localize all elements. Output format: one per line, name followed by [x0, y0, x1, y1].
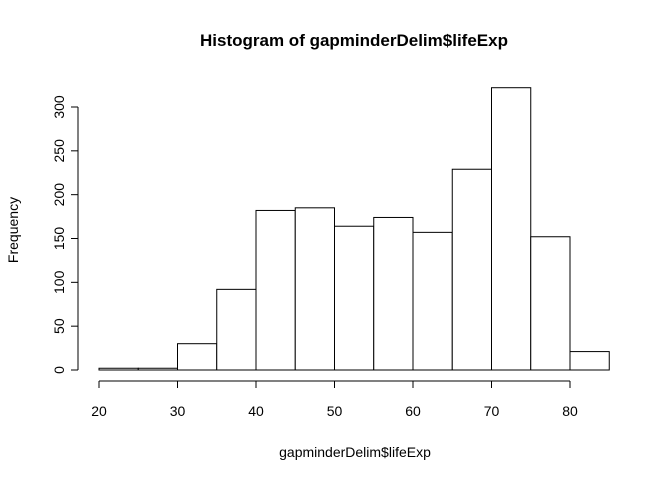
- y-tick-label: 50: [51, 318, 67, 334]
- bars-group: [98, 87, 610, 371]
- histogram-bar: [530, 236, 571, 371]
- x-tick-label: 50: [327, 403, 343, 419]
- y-tick-label: 0: [51, 366, 67, 374]
- histogram-bar: [216, 288, 257, 371]
- x-tick-label: 20: [91, 403, 107, 419]
- x-tick-label: 60: [405, 403, 421, 419]
- histogram-bar: [569, 351, 610, 371]
- y-axis-title: Frequency: [5, 197, 21, 263]
- histogram-bar: [451, 168, 492, 371]
- histogram-bar: [334, 225, 375, 371]
- y-tick-label: 200: [51, 183, 67, 207]
- histogram-bar: [255, 209, 296, 371]
- histogram-bar: [137, 367, 178, 371]
- histogram-bar: [491, 87, 532, 371]
- histogram-bar: [294, 207, 335, 371]
- x-tick-label: 70: [484, 403, 500, 419]
- histogram-bar: [373, 216, 414, 371]
- chart-title: Histogram of gapminderDelim$lifeExp: [200, 31, 508, 50]
- histogram-bar: [177, 343, 218, 371]
- x-tick-label: 30: [170, 403, 186, 419]
- y-axis: 0 50 100 150 200 250 300: [51, 95, 79, 374]
- histogram-bar: [98, 367, 139, 371]
- y-tick-label: 300: [51, 95, 67, 119]
- x-tick-label: 40: [248, 403, 264, 419]
- x-axis-title: gapminderDelim$lifeExp: [279, 444, 431, 460]
- y-tick-label: 250: [51, 139, 67, 163]
- y-tick-label: 100: [51, 270, 67, 294]
- y-tick-label: 150: [51, 227, 67, 251]
- x-tick-label: 80: [562, 403, 578, 419]
- x-axis: 20 30 40 50 60 70 80: [91, 380, 578, 419]
- histogram-bar: [412, 231, 453, 371]
